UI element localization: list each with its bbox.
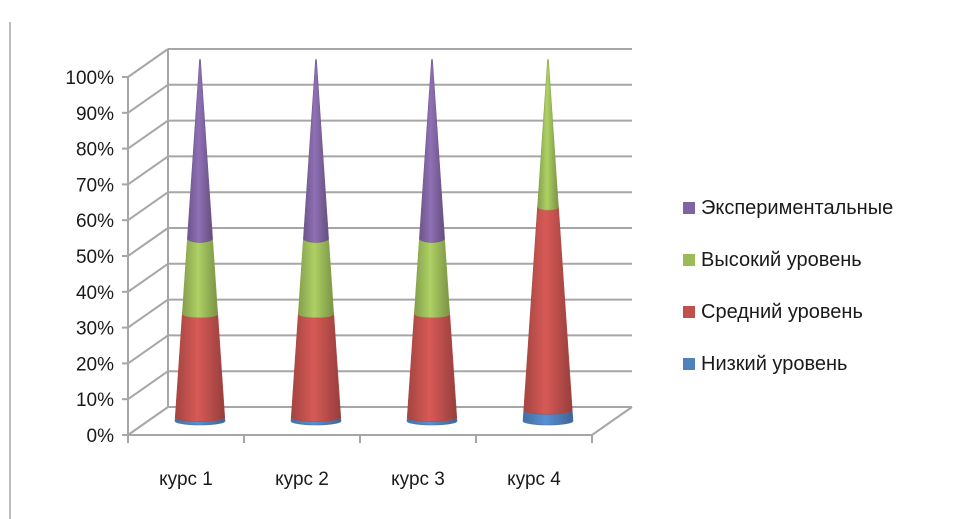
- legend: Экспериментальные Высокий уровень Средни…: [683, 182, 948, 390]
- gridline-side: [127, 191, 169, 222]
- x-tick-label: курс 2: [275, 469, 329, 490]
- legend-swatch-experimental: [683, 202, 695, 214]
- cone-segment: [303, 58, 329, 243]
- cones: [174, 58, 574, 426]
- gridline-side: [127, 83, 169, 114]
- legend-label-high: Высокий уровень: [701, 248, 862, 271]
- y-tick-label: 10%: [76, 390, 114, 411]
- cone-segment: [406, 309, 458, 422]
- cone-segment: [523, 201, 573, 415]
- y-tick-label: 90%: [76, 104, 114, 125]
- x-tick-label: курс 4: [507, 469, 561, 490]
- y-tick-label: 60%: [76, 211, 114, 232]
- cone-segment: [174, 309, 226, 422]
- cone-segment: [297, 234, 335, 318]
- y-tick-label: 100%: [65, 68, 114, 89]
- legend-swatch-low: [683, 358, 695, 370]
- gridline-side: [127, 48, 169, 78]
- y-tick-label: 0%: [87, 426, 115, 447]
- cone-segment: [419, 58, 445, 243]
- gridline-side: [127, 119, 169, 150]
- x-tick-label: курс 3: [391, 469, 445, 490]
- y-tick-label: 70%: [76, 175, 114, 196]
- y-tick-label: 80%: [76, 140, 114, 161]
- y-tick-label: 50%: [76, 247, 114, 268]
- gridline-side: [127, 334, 169, 365]
- gridline-side: [127, 227, 169, 257]
- cone-segment: [413, 234, 451, 318]
- legend-label-medium: Средний уровень: [701, 300, 863, 323]
- gridline-side: [127, 298, 169, 329]
- y-tick-label: 40%: [76, 283, 114, 304]
- legend-item-low: Низкий уровень: [683, 338, 948, 390]
- gridline-side: [127, 406, 169, 436]
- legend-swatch-high: [683, 254, 695, 266]
- gridline-side: [127, 155, 169, 186]
- legend-item-experimental: Экспериментальные: [683, 182, 948, 234]
- y-tick-label: 30%: [76, 319, 114, 340]
- gridline-side: [127, 262, 169, 293]
- x-tick-label: курс 1: [159, 469, 213, 490]
- legend-label-experimental: Экспериментальные: [701, 196, 894, 219]
- y-tick-label: 20%: [76, 354, 114, 375]
- legend-item-high: Высокий уровень: [683, 234, 948, 286]
- cone-segment: [290, 309, 342, 422]
- legend-label-low: Низкий уровень: [701, 352, 848, 375]
- cone-segment: [187, 58, 213, 243]
- gridline-side: [127, 370, 169, 401]
- legend-item-medium: Средний уровень: [683, 286, 948, 338]
- legend-swatch-medium: [683, 306, 695, 318]
- cone-segment: [537, 58, 559, 211]
- y-axis-ticks: 0% 10% 20% 30% 40% 50% 60% 70% 80% 90% 100%: [65, 68, 128, 447]
- x-axis-labels: курс 1 курс 2 курс 3 курс 4: [127, 435, 593, 490]
- cone-segment: [181, 234, 219, 318]
